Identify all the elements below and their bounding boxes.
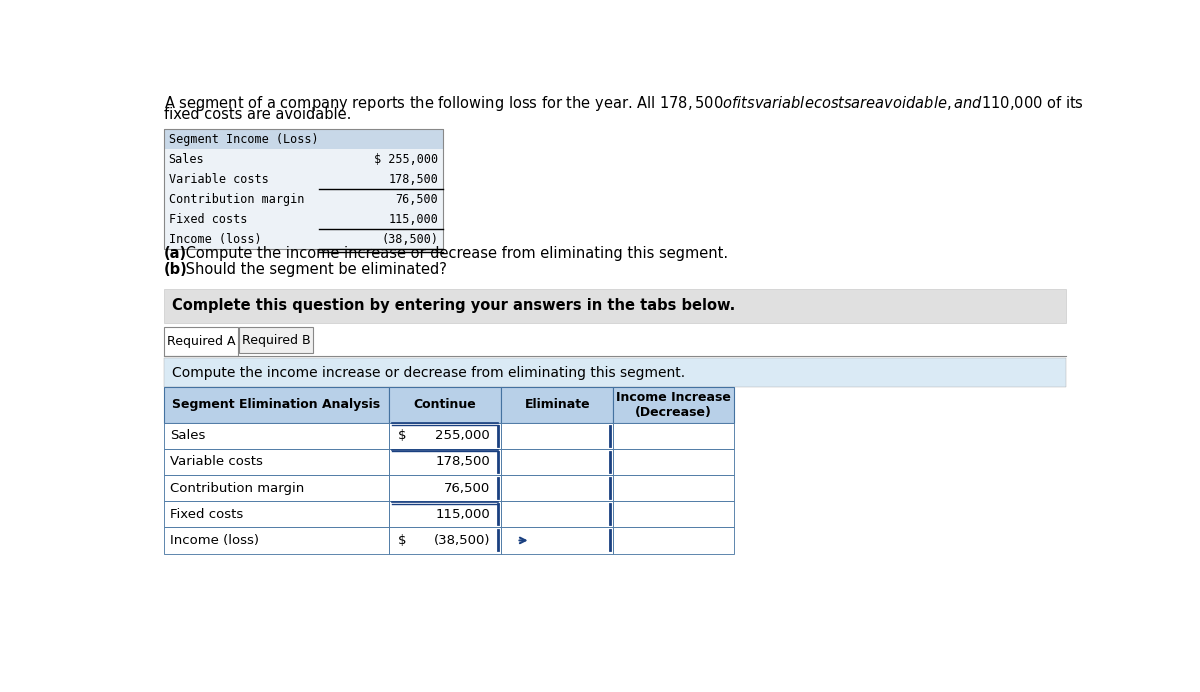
Text: 115,000: 115,000	[436, 508, 491, 521]
Bar	[164, 449, 389, 475]
Bar	[164, 527, 389, 554]
Bar	[164, 129, 443, 249]
Text: Complete this question by entering your answers in the tabs below.: Complete this question by entering your …	[172, 298, 734, 313]
Text: Compute the income increase or decrease from eliminating this segment.: Compute the income increase or decrease …	[172, 365, 685, 379]
Text: 178,500: 178,500	[389, 173, 438, 185]
Bar	[164, 170, 443, 190]
Bar	[502, 423, 613, 449]
Text: fixed costs are avoidable.: fixed costs are avoidable.	[164, 107, 352, 122]
Text: 76,500: 76,500	[396, 193, 438, 206]
Bar	[613, 423, 733, 449]
Bar	[502, 388, 613, 423]
Text: Fixed costs: Fixed costs	[170, 508, 244, 521]
Bar	[502, 475, 613, 501]
Bar	[389, 475, 502, 501]
Text: (38,500): (38,500)	[382, 233, 438, 246]
Bar	[164, 229, 443, 249]
Text: Segment Elimination Analysis: Segment Elimination Analysis	[173, 399, 380, 412]
Bar	[389, 423, 502, 449]
Text: $: $	[398, 534, 407, 547]
Bar	[389, 449, 502, 475]
Text: (b): (b)	[164, 262, 187, 277]
Bar	[613, 388, 733, 423]
Bar	[164, 289, 1066, 322]
Text: (a): (a)	[164, 246, 187, 262]
Bar	[164, 149, 443, 170]
Text: Sales: Sales	[170, 429, 205, 442]
Text: 255,000: 255,000	[436, 429, 491, 442]
Bar	[164, 388, 389, 423]
Text: 115,000: 115,000	[389, 213, 438, 226]
Text: Sales: Sales	[168, 153, 204, 166]
Text: Contribution margin: Contribution margin	[170, 482, 305, 495]
Text: A segment of a company reports the following loss for the year. All $178,500 of : A segment of a company reports the follo…	[164, 94, 1084, 113]
Bar	[502, 449, 613, 475]
Bar	[239, 327, 313, 354]
Text: Income Increase
(Decrease): Income Increase (Decrease)	[616, 391, 731, 419]
Text: Variable costs: Variable costs	[168, 173, 269, 185]
Bar	[164, 129, 443, 149]
Text: (38,500): (38,500)	[433, 534, 491, 547]
Bar	[164, 501, 389, 527]
Bar	[164, 475, 389, 501]
Text: Segment Income (Loss): Segment Income (Loss)	[168, 133, 318, 146]
Text: $: $	[398, 429, 407, 442]
Text: Should the segment be eliminated?: Should the segment be eliminated?	[181, 262, 446, 277]
Bar	[389, 501, 502, 527]
Bar	[389, 527, 502, 554]
Text: Variable costs: Variable costs	[170, 455, 263, 468]
Bar	[502, 527, 613, 554]
Bar	[389, 388, 502, 423]
Text: Eliminate: Eliminate	[524, 399, 590, 412]
Text: 178,500: 178,500	[436, 455, 491, 468]
Bar	[164, 327, 238, 356]
Text: $ 255,000: $ 255,000	[374, 153, 438, 166]
Text: 76,500: 76,500	[444, 482, 491, 495]
Bar	[164, 358, 1066, 388]
Bar	[613, 527, 733, 554]
Bar	[613, 501, 733, 527]
Text: Required A: Required A	[167, 335, 235, 348]
Bar	[164, 209, 443, 229]
Bar	[613, 475, 733, 501]
Text: Income (loss): Income (loss)	[170, 534, 259, 547]
Text: Fixed costs: Fixed costs	[168, 213, 247, 226]
Text: Contribution margin: Contribution margin	[168, 193, 304, 206]
Bar	[164, 423, 389, 449]
Bar	[502, 501, 613, 527]
Text: Compute the income increase or decrease from eliminating this segment.: Compute the income increase or decrease …	[181, 246, 728, 262]
Text: Income (loss): Income (loss)	[168, 233, 262, 246]
Text: Continue: Continue	[414, 399, 476, 412]
Bar	[164, 190, 443, 209]
Bar	[613, 449, 733, 475]
Text: Required B: Required B	[241, 334, 311, 347]
